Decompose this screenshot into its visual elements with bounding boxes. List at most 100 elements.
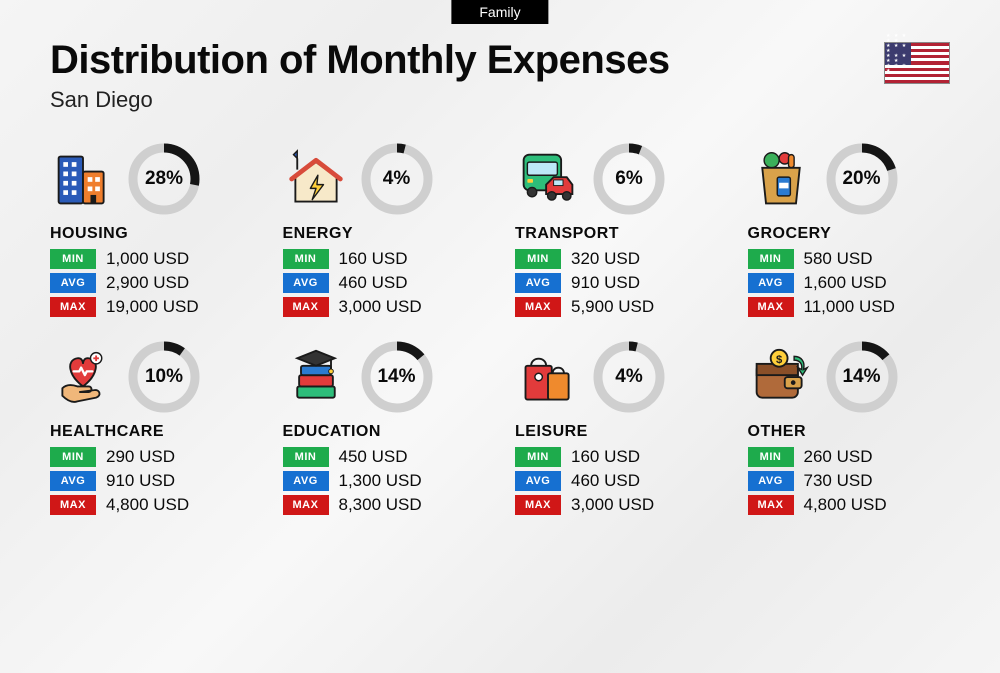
- stat-row-max: MAX 11,000 USD: [748, 297, 951, 317]
- percent-label: 20%: [842, 168, 880, 190]
- house-bolt-icon: [283, 146, 349, 212]
- max-value: 4,800 USD: [804, 495, 887, 515]
- min-tag: MIN: [283, 249, 329, 269]
- category-name: TRANSPORT: [515, 225, 718, 243]
- min-value: 1,000 USD: [106, 249, 189, 269]
- max-value: 4,800 USD: [106, 495, 189, 515]
- stat-row-max: MAX 5,900 USD: [515, 297, 718, 317]
- avg-value: 910 USD: [106, 471, 175, 491]
- stat-row-avg: AVG 1,600 USD: [748, 273, 951, 293]
- category-card-transport: 6% TRANSPORT MIN 320 USD AVG 910 USD MAX…: [515, 143, 718, 321]
- category-card-housing: 28% HOUSING MIN 1,000 USD AVG 2,900 USD …: [50, 143, 253, 321]
- max-value: 3,000 USD: [571, 495, 654, 515]
- stat-row-max: MAX 4,800 USD: [50, 495, 253, 515]
- stats-block: MIN 580 USD AVG 1,600 USD MAX 11,000 USD: [748, 249, 951, 317]
- header: Distribution of Monthly Expenses San Die…: [0, 0, 1000, 113]
- stat-row-min: MIN 290 USD: [50, 447, 253, 467]
- stats-block: MIN 160 USD AVG 460 USD MAX 3,000 USD: [283, 249, 486, 317]
- min-value: 160 USD: [339, 249, 408, 269]
- min-value: 260 USD: [804, 447, 873, 467]
- category-card-education: 14% EDUCATION MIN 450 USD AVG 1,300 USD …: [283, 341, 486, 519]
- stats-block: MIN 160 USD AVG 460 USD MAX 3,000 USD: [515, 447, 718, 515]
- min-tag: MIN: [748, 249, 794, 269]
- percent-ring: 6%: [593, 143, 665, 215]
- percent-ring: 4%: [361, 143, 433, 215]
- stat-row-min: MIN 260 USD: [748, 447, 951, 467]
- bus-car-icon: [515, 146, 581, 212]
- avg-value: 730 USD: [804, 471, 873, 491]
- category-card-healthcare: 10% HEALTHCARE MIN 290 USD AVG 910 USD M…: [50, 341, 253, 519]
- stat-row-min: MIN 1,000 USD: [50, 249, 253, 269]
- stat-row-avg: AVG 460 USD: [283, 273, 486, 293]
- avg-value: 1,600 USD: [804, 273, 887, 293]
- max-value: 5,900 USD: [571, 297, 654, 317]
- stat-row-min: MIN 580 USD: [748, 249, 951, 269]
- category-name: HOUSING: [50, 225, 253, 243]
- percent-label: 4%: [383, 168, 410, 190]
- min-tag: MIN: [515, 249, 561, 269]
- stat-row-avg: AVG 730 USD: [748, 471, 951, 491]
- category-name: OTHER: [748, 423, 951, 441]
- category-card-grocery: 20% GROCERY MIN 580 USD AVG 1,600 USD MA…: [748, 143, 951, 321]
- avg-tag: AVG: [283, 273, 329, 293]
- category-name: ENERGY: [283, 225, 486, 243]
- stats-block: MIN 320 USD AVG 910 USD MAX 5,900 USD: [515, 249, 718, 317]
- min-value: 160 USD: [571, 447, 640, 467]
- max-tag: MAX: [515, 297, 561, 317]
- min-tag: MIN: [515, 447, 561, 467]
- avg-tag: AVG: [515, 471, 561, 491]
- avg-value: 460 USD: [571, 471, 640, 491]
- min-value: 290 USD: [106, 447, 175, 467]
- percent-label: 14%: [842, 366, 880, 388]
- stat-row-avg: AVG 460 USD: [515, 471, 718, 491]
- stats-block: MIN 290 USD AVG 910 USD MAX 4,800 USD: [50, 447, 253, 515]
- max-tag: MAX: [283, 297, 329, 317]
- percent-label: 14%: [377, 366, 415, 388]
- avg-tag: AVG: [50, 471, 96, 491]
- buildings-icon: [50, 146, 116, 212]
- max-tag: MAX: [50, 297, 96, 317]
- category-card-other: $ 14% OTHER MIN 260 USD AVG 730 USD MAX …: [748, 341, 951, 519]
- avg-value: 460 USD: [339, 273, 408, 293]
- percent-ring: 14%: [361, 341, 433, 413]
- us-flag-icon: ★ ★ ★ ★ ★★ ★ ★ ★★ ★ ★ ★ ★★ ★ ★ ★: [884, 42, 950, 84]
- stat-row-min: MIN 320 USD: [515, 249, 718, 269]
- stat-row-avg: AVG 2,900 USD: [50, 273, 253, 293]
- wallet-icon: $: [748, 344, 814, 410]
- category-name: HEALTHCARE: [50, 423, 253, 441]
- percent-ring: 14%: [826, 341, 898, 413]
- category-name: EDUCATION: [283, 423, 486, 441]
- percent-ring: 10%: [128, 341, 200, 413]
- max-tag: MAX: [283, 495, 329, 515]
- stat-row-max: MAX 4,800 USD: [748, 495, 951, 515]
- page-subtitle: San Diego: [50, 87, 950, 113]
- category-card-energy: 4% ENERGY MIN 160 USD AVG 460 USD MAX 3,…: [283, 143, 486, 321]
- page-title: Distribution of Monthly Expenses: [50, 38, 950, 83]
- percent-ring: 20%: [826, 143, 898, 215]
- shopping-bags-icon: [515, 344, 581, 410]
- max-value: 11,000 USD: [804, 297, 895, 317]
- avg-tag: AVG: [50, 273, 96, 293]
- stats-block: MIN 260 USD AVG 730 USD MAX 4,800 USD: [748, 447, 951, 515]
- avg-tag: AVG: [748, 471, 794, 491]
- percent-label: 10%: [145, 366, 183, 388]
- percent-ring: 4%: [593, 341, 665, 413]
- percent-label: 6%: [615, 168, 642, 190]
- stat-row-max: MAX 8,300 USD: [283, 495, 486, 515]
- max-tag: MAX: [748, 495, 794, 515]
- min-value: 580 USD: [804, 249, 873, 269]
- max-tag: MAX: [515, 495, 561, 515]
- category-card-leisure: 4% LEISURE MIN 160 USD AVG 460 USD MAX 3…: [515, 341, 718, 519]
- percent-label: 4%: [615, 366, 642, 388]
- grocery-bag-icon: [748, 146, 814, 212]
- max-tag: MAX: [50, 495, 96, 515]
- stats-block: MIN 1,000 USD AVG 2,900 USD MAX 19,000 U…: [50, 249, 253, 317]
- grad-books-icon: [283, 344, 349, 410]
- stat-row-max: MAX 19,000 USD: [50, 297, 253, 317]
- min-tag: MIN: [283, 447, 329, 467]
- percent-ring: 28%: [128, 143, 200, 215]
- avg-value: 1,300 USD: [339, 471, 422, 491]
- stat-row-min: MIN 450 USD: [283, 447, 486, 467]
- max-value: 3,000 USD: [339, 297, 422, 317]
- stat-row-max: MAX 3,000 USD: [283, 297, 486, 317]
